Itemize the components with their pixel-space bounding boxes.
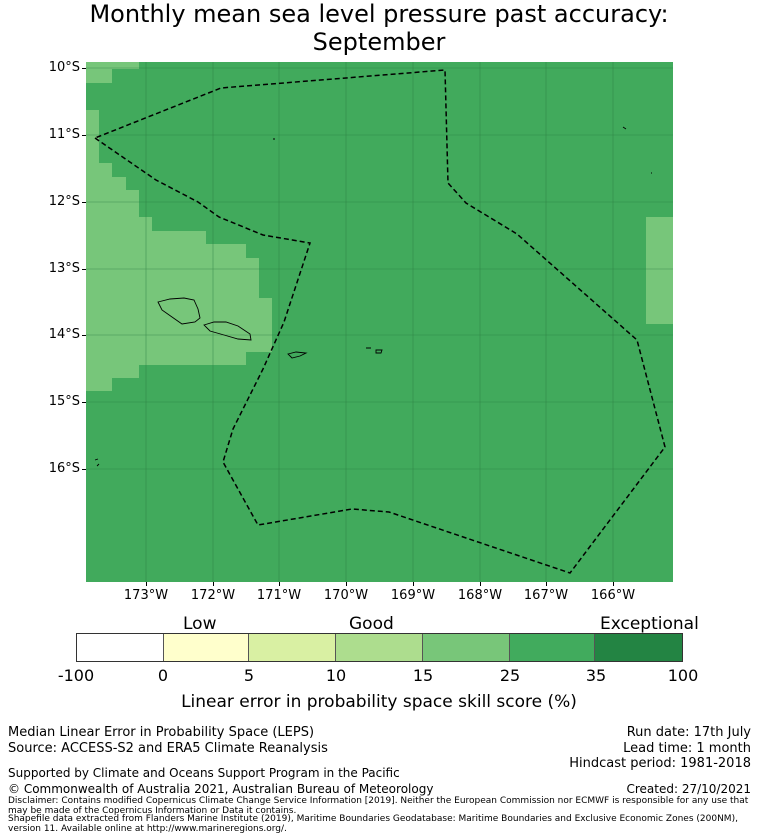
lat-tick [82, 202, 86, 203]
map-title: Monthly mean sea level pressure past acc… [0, 0, 758, 56]
lat-tick [82, 335, 86, 336]
footer-shapefile: Shapefile data extracted from Flanders M… [8, 814, 738, 834]
colorbar-tick: 5 [243, 666, 255, 685]
footer-copyright: © Commonwealth of Australia 2021, Austra… [8, 782, 434, 796]
lat-label: 10°S [48, 60, 80, 75]
title-line-1: Monthly mean sea level pressure past acc… [89, 0, 669, 28]
lon-label: 172°W [190, 588, 236, 603]
colorbar-segment [249, 634, 337, 661]
colorbar-tick: -100 [57, 666, 95, 685]
skill-region-east [646, 217, 673, 324]
lon-tick [146, 582, 147, 586]
lon-label: 168°W [457, 588, 503, 603]
footer-hindcast: Hindcast period: 1981-2018 [569, 756, 751, 771]
island-atolls [94, 126, 652, 467]
colorbar-tick: 15 [412, 666, 434, 685]
skill-region-west [86, 62, 272, 391]
lat-tick [82, 68, 86, 69]
legend-category-exceptional: Exceptional [600, 614, 699, 634]
colorbar-tick: 35 [585, 666, 607, 685]
island-savaii [157, 297, 201, 325]
lat-label: 11°S [48, 127, 80, 142]
lat-tick [82, 469, 86, 470]
lat-label: 14°S [48, 327, 80, 342]
lon-label: 169°W [390, 588, 436, 603]
footer-disclaimer: Disclaimer: Contains modified Copernicus… [8, 796, 749, 816]
lat-label: 16°S [48, 461, 80, 476]
footer-support: Supported by Climate and Oceans Support … [8, 766, 400, 780]
map-svg [86, 62, 673, 582]
footer-source: Source: ACCESS-S2 and ERA5 Climate Reana… [8, 741, 328, 756]
footer-run-date: Run date: 17th July [626, 725, 751, 740]
colorbar-segment [595, 634, 683, 661]
lon-label: 171°W [256, 588, 302, 603]
lon-tick [546, 582, 547, 586]
lon-tick [213, 582, 214, 586]
colorbar-label: Linear error in probability space skill … [181, 692, 577, 712]
lon-label: 170°W [323, 588, 369, 603]
colorbar-segment [77, 634, 164, 661]
graticule [86, 62, 673, 582]
lon-tick [346, 582, 347, 586]
lon-label: 167°W [523, 588, 569, 603]
lat-label: 15°S [48, 394, 80, 409]
lon-label: 173°W [123, 588, 169, 603]
lon-label: 166°W [590, 588, 636, 603]
islands [94, 126, 652, 467]
footer-created: Created: 27/10/2021 [626, 782, 751, 796]
footer-method: Median Linear Error in Probability Space… [8, 725, 315, 740]
colorbar-segment [509, 634, 596, 661]
colorbar-tick: 100 [667, 666, 699, 685]
eez-outline [94, 69, 666, 574]
colorbar-tick: 0 [157, 666, 169, 685]
map-panel [86, 62, 673, 582]
lat-tick [82, 269, 86, 270]
colorbar [76, 633, 683, 662]
footer-lead-time: Lead time: 1 month [623, 741, 751, 756]
lat-tick [82, 135, 86, 136]
colorbar-tick: 25 [499, 666, 521, 685]
lon-tick [413, 582, 414, 586]
colorbar-segment [163, 634, 250, 661]
lat-tick [82, 402, 86, 403]
lon-tick [279, 582, 280, 586]
lat-label: 12°S [48, 194, 80, 209]
island-manua [366, 347, 383, 354]
title-line-2: September [312, 28, 446, 56]
colorbar-tick: 10 [325, 666, 347, 685]
lat-label: 13°S [48, 261, 80, 276]
colorbar-segment [422, 634, 510, 661]
island-upolu [203, 321, 252, 341]
lon-tick [480, 582, 481, 586]
colorbar-segment [336, 634, 423, 661]
eez-boundaries [94, 69, 666, 574]
island-tutuila [287, 351, 308, 359]
legend-category-low: Low [183, 614, 217, 634]
lon-tick [613, 582, 614, 586]
legend-category-good: Good [349, 614, 394, 634]
